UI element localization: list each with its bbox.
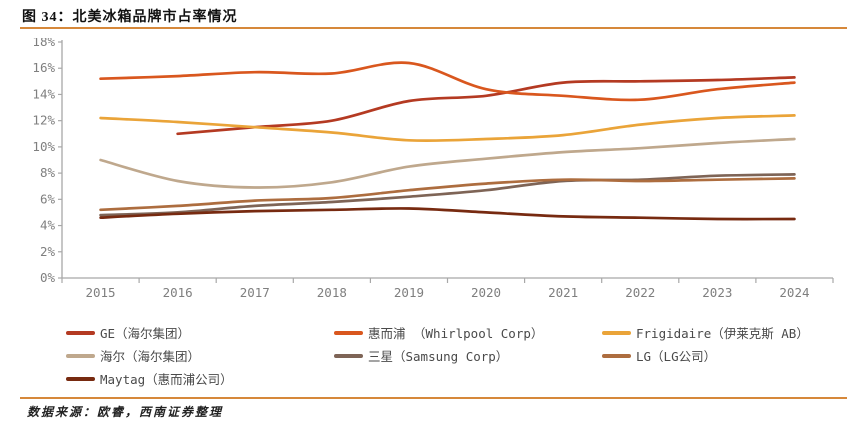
x-tick-label: 2018 [317, 285, 347, 300]
chart-legend: GE（海尔集团） 惠而浦 （Whirlpool Corp） Frigidaire（伊… [66, 323, 856, 388]
x-tick-label: 2022 [625, 285, 655, 300]
market-share-line-chart: 0% 2% 4% 6% 8% 10% 12% 14% 16% 18% 2015 2016 2017 201… [32, 38, 834, 300]
y-tick-label: 16% [32, 60, 55, 75]
x-tick-label: 2024 [779, 285, 809, 300]
legend-item-1: 惠而浦 （Whirlpool Corp） [334, 323, 602, 342]
legend-label: Frigidaire（伊莱克斯 AB） [636, 326, 809, 341]
x-tick-label: 2023 [702, 285, 732, 300]
legend-label: 海尔（海尔集团） [100, 349, 201, 364]
legend-swatch [334, 353, 363, 358]
y-tick-label: 2% [40, 244, 56, 259]
legend-swatch [334, 330, 363, 335]
figure-title: 图 34：北美冰箱品牌市占率情况 [22, 10, 238, 25]
legend-label: Maytag（惠而浦公司） [100, 372, 233, 387]
y-tick-label: 18% [32, 38, 55, 49]
y-tick-label: 14% [32, 86, 55, 101]
series-line-6 [99, 207, 796, 221]
legend-label: 三星（Samsung Corp） [368, 349, 509, 364]
series-line-2 [99, 114, 796, 143]
title-underline [20, 27, 847, 29]
legend-item-4: 三星（Samsung Corp） [334, 346, 602, 365]
legend-label: LG（LG公司） [636, 349, 717, 364]
x-tick-label: 2021 [548, 285, 578, 300]
legend-item-0: GE（海尔集团） [66, 323, 334, 342]
x-tick-label: 2020 [471, 285, 501, 300]
series-line-4 [99, 173, 796, 217]
series-line-0 [176, 76, 796, 136]
legend-swatch [602, 353, 631, 358]
legend-item-3: 海尔（海尔集团） [66, 346, 334, 365]
y-tick-label: 0% [40, 270, 56, 285]
legend-swatch [66, 376, 95, 381]
legend-swatch [66, 353, 95, 358]
legend-label: 惠而浦 （Whirlpool Corp） [368, 326, 544, 341]
source-divider [20, 397, 847, 399]
series-line-3 [99, 137, 796, 189]
legend-item-2: Frigidaire（伊莱克斯 AB） [602, 323, 856, 342]
legend-item-5: LG（LG公司） [602, 346, 856, 365]
y-tick-label: 8% [40, 165, 56, 180]
x-tick-label: 2017 [240, 285, 270, 300]
x-tick-label: 2016 [163, 285, 193, 300]
data-source-note: 数据来源：欧睿，西南证券整理 [27, 405, 224, 419]
series-line-1 [99, 61, 796, 102]
legend-item-6: Maytag（惠而浦公司） [66, 369, 334, 388]
legend-swatch [66, 330, 95, 335]
x-tick-label: 2019 [394, 285, 424, 300]
series-line-5 [99, 177, 796, 212]
legend-swatch [602, 330, 631, 335]
y-tick-label: 6% [40, 191, 56, 206]
x-tick-label: 2015 [85, 285, 115, 300]
y-tick-label: 4% [40, 218, 56, 233]
legend-label: GE（海尔集团） [100, 326, 191, 341]
y-tick-label: 10% [32, 139, 55, 154]
y-tick-label: 12% [32, 113, 55, 128]
